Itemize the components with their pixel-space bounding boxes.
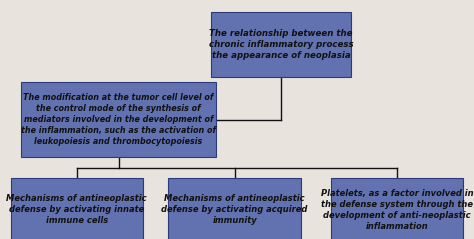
FancyBboxPatch shape [331, 178, 464, 239]
FancyBboxPatch shape [10, 178, 143, 239]
Text: Mechanisms of antineoplastic
defense by activating acquired
immunity: Mechanisms of antineoplastic defense by … [162, 194, 308, 225]
FancyBboxPatch shape [21, 82, 216, 157]
FancyBboxPatch shape [168, 178, 301, 239]
Text: Mechanisms of antineoplastic
defense by activating innate
immune cells: Mechanisms of antineoplastic defense by … [7, 194, 147, 225]
Text: The relationship between the
chronic inflammatory process
the appearance of neop: The relationship between the chronic inf… [209, 29, 354, 60]
FancyBboxPatch shape [211, 12, 351, 77]
Text: Platelets, as a factor involved in
the defense system through the
development of: Platelets, as a factor involved in the d… [321, 189, 474, 231]
Text: The modification at the tumor cell level of
the control mode of the synthesis of: The modification at the tumor cell level… [21, 93, 216, 146]
